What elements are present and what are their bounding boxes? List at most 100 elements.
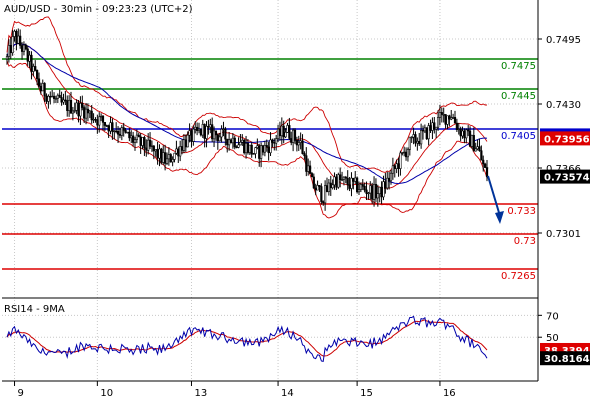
candle-body (374, 183, 378, 199)
candle-body (68, 99, 71, 111)
candle-body (92, 119, 95, 121)
candle-body (184, 139, 187, 148)
bollinger-upper (6, 16, 487, 173)
x-tick-label: 15 (360, 388, 373, 399)
candle-body (160, 148, 163, 163)
candle-body (380, 186, 383, 198)
candle-body (17, 35, 20, 44)
candle-body (310, 173, 314, 178)
candle-body (205, 126, 208, 139)
indicator-lines (6, 16, 488, 219)
candle-body (286, 125, 289, 133)
candle-body (453, 117, 457, 124)
rsi-panel (6, 315, 488, 363)
candle-body (243, 139, 246, 154)
candle-body (115, 130, 118, 133)
candle-body (485, 167, 489, 177)
y-tick-label: 0.7366 (546, 164, 581, 175)
candle-body (24, 44, 27, 50)
ma-long (6, 42, 488, 185)
x-tick-label: 14 (281, 388, 294, 399)
candle-body (124, 130, 127, 133)
candle-body (314, 187, 317, 191)
candle-body (244, 143, 248, 154)
candle-body (179, 146, 182, 157)
candle-body (476, 146, 479, 150)
candle-body (120, 127, 123, 136)
candle-body (308, 165, 312, 174)
candle-body (75, 102, 78, 111)
candle-body (66, 100, 69, 111)
candle-body (273, 142, 276, 144)
candle-body (199, 128, 202, 136)
candle-body (56, 94, 59, 99)
support-1-label: 0.733 (507, 206, 536, 217)
candle-body (254, 147, 257, 154)
candle-body (440, 112, 443, 115)
candle-body (261, 145, 265, 153)
candle-body (228, 139, 231, 146)
candle-body (265, 145, 268, 148)
candle-body (111, 122, 114, 132)
candle-body (186, 134, 189, 148)
candle-body (145, 147, 148, 151)
candle-body (171, 159, 174, 163)
y-tick-label: 0.7430 (546, 100, 581, 111)
candle-body (182, 139, 186, 151)
candle-body (88, 110, 91, 114)
candle-body (207, 126, 210, 128)
candle-body (420, 130, 423, 145)
candle-body (363, 186, 366, 191)
candle-body (276, 128, 280, 139)
candle-body (188, 130, 191, 136)
candle-body (403, 151, 406, 154)
candle-body (267, 146, 270, 154)
candle-body (101, 115, 105, 123)
candle-body (211, 124, 214, 140)
candle-body (435, 126, 438, 130)
candle-body (77, 102, 80, 117)
candle-body (20, 45, 24, 52)
candle-body (105, 125, 108, 127)
candle-body (260, 145, 263, 159)
candle-body (231, 137, 234, 144)
candle-body (167, 154, 170, 160)
candle-body (45, 95, 48, 102)
candle-body (39, 85, 42, 92)
candle-body (399, 152, 402, 169)
candle-body (212, 130, 216, 140)
candle-body (126, 131, 129, 134)
x-tick-label: 13 (194, 388, 207, 399)
projection-arrow (487, 175, 501, 217)
candle-body (175, 148, 178, 154)
candle-body (150, 145, 154, 148)
candle-body (382, 181, 385, 198)
candle-body (271, 139, 274, 143)
candle-body (465, 129, 468, 139)
candle-body (116, 131, 120, 135)
resistance-1-label: 0.7445 (501, 91, 536, 102)
candle-body (9, 45, 12, 54)
x-tick-label: 9 (18, 388, 24, 399)
candle-body (132, 135, 135, 143)
price-2-tag-label: 0.73574 (544, 173, 590, 184)
rsi-panel-title: RSI14 - 9MA (4, 304, 65, 315)
candle-body (293, 129, 297, 141)
candle-body (421, 130, 425, 132)
price-1-tag-label: 0.73956 (544, 134, 590, 145)
projection-arrowhead (495, 211, 504, 224)
candle-body (103, 122, 106, 126)
candle-body (482, 159, 485, 165)
candle-body (220, 128, 223, 138)
candle-body (47, 96, 50, 102)
candle-body (169, 154, 172, 163)
candle-body (237, 144, 240, 148)
candle-body (203, 124, 206, 139)
candle-body (214, 130, 218, 136)
rsi-y-tick-label: 50 (546, 333, 559, 344)
candle-body (26, 48, 29, 62)
candle-body (141, 137, 144, 146)
x-tick-label: 10 (100, 388, 113, 399)
candle-body (412, 134, 415, 138)
candle-body (54, 98, 58, 100)
